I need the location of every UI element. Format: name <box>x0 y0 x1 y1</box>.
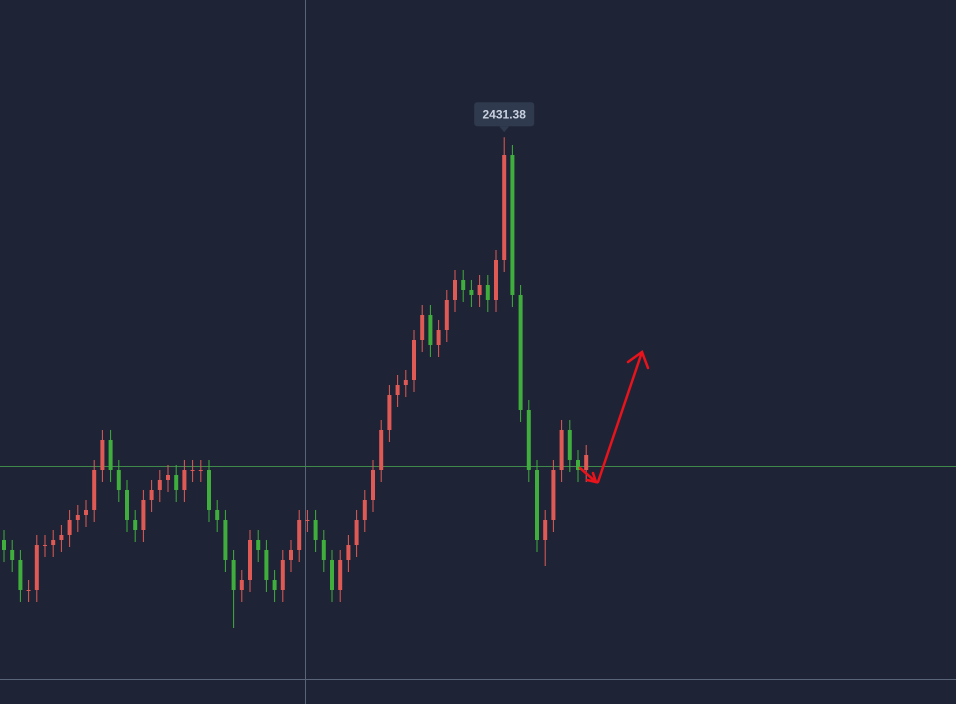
candle-body <box>362 500 367 520</box>
candle-body <box>43 545 47 546</box>
candle-body <box>133 520 138 530</box>
candle-body <box>354 520 359 545</box>
candle-body <box>84 510 88 515</box>
candle-body <box>412 340 416 380</box>
candle-body <box>387 395 392 430</box>
candle-body <box>535 470 539 540</box>
candle-body <box>469 290 474 295</box>
candle-body <box>239 580 244 590</box>
candle-body <box>567 430 572 460</box>
tooltip-box <box>474 102 535 127</box>
candle-body <box>256 540 261 550</box>
tooltip-pointer <box>499 126 510 133</box>
candle-body <box>526 410 531 470</box>
candle-body <box>346 545 351 560</box>
candles <box>2 137 589 628</box>
candle-body <box>182 470 187 490</box>
candle-body <box>551 470 556 520</box>
candle-body <box>477 285 482 295</box>
tooltip: 2431.38 <box>474 102 535 133</box>
candle-body <box>280 560 285 590</box>
candle-body <box>461 280 466 290</box>
candle-body <box>157 480 162 490</box>
candle-body <box>92 470 97 510</box>
candle-body <box>51 540 56 545</box>
candle-body <box>543 520 548 540</box>
candle-body <box>75 515 80 520</box>
candle-body <box>379 430 384 470</box>
candle-body <box>395 385 400 395</box>
candle-body <box>403 380 408 385</box>
arrow-head <box>585 471 598 484</box>
candle-body <box>444 300 449 330</box>
candle-body <box>26 590 31 591</box>
arrow-up <box>596 350 644 484</box>
candle-body <box>215 510 220 520</box>
candle-body <box>149 490 154 500</box>
annotation-arrows <box>578 350 650 484</box>
tooltip-label: 2431.38 <box>483 107 527 121</box>
candle-body <box>371 470 375 500</box>
candle-body <box>436 330 441 345</box>
candle-body <box>34 545 39 590</box>
candle-body <box>174 475 179 490</box>
candle-body <box>125 490 129 520</box>
candle-body <box>510 155 515 295</box>
candle-body <box>584 455 589 470</box>
candle-body <box>330 560 334 590</box>
candle-body <box>231 560 236 590</box>
candle-body <box>305 520 310 521</box>
candle-body <box>428 315 433 345</box>
candle-body <box>10 550 15 560</box>
candle-body <box>141 500 146 530</box>
candle-body <box>453 280 457 300</box>
candle-body <box>67 520 72 535</box>
candle-body <box>100 440 105 470</box>
candle-body <box>289 550 293 560</box>
candle-body <box>207 470 211 510</box>
candle-body <box>190 470 195 471</box>
candle-body <box>313 520 318 540</box>
candle-body <box>264 550 269 580</box>
arrow-head <box>626 350 650 370</box>
candle-body <box>18 560 23 590</box>
candle-body <box>485 285 490 300</box>
candle-body <box>108 440 113 470</box>
candle-body <box>223 520 228 560</box>
candle-body <box>272 580 277 590</box>
candle-body <box>248 540 252 580</box>
candle-body <box>494 260 498 300</box>
candle-body <box>2 540 6 550</box>
candle-body <box>576 460 580 470</box>
candle-body <box>166 475 170 480</box>
candle-body <box>559 430 564 470</box>
candle-body <box>518 295 523 410</box>
candle-body <box>338 560 343 590</box>
candle-body <box>59 535 64 540</box>
candle-body <box>420 315 425 340</box>
candle-body <box>321 540 326 560</box>
candle-body <box>116 470 121 490</box>
candle-body <box>502 155 507 260</box>
candle-body <box>198 470 203 471</box>
candle-body <box>297 520 302 550</box>
arrow-down <box>578 466 598 484</box>
